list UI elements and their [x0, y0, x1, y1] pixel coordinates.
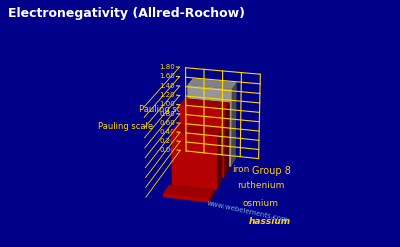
Text: Electronegativity (Allred-Rochow): Electronegativity (Allred-Rochow) — [8, 7, 245, 21]
Text: www.webelements.com: www.webelements.com — [207, 200, 289, 223]
